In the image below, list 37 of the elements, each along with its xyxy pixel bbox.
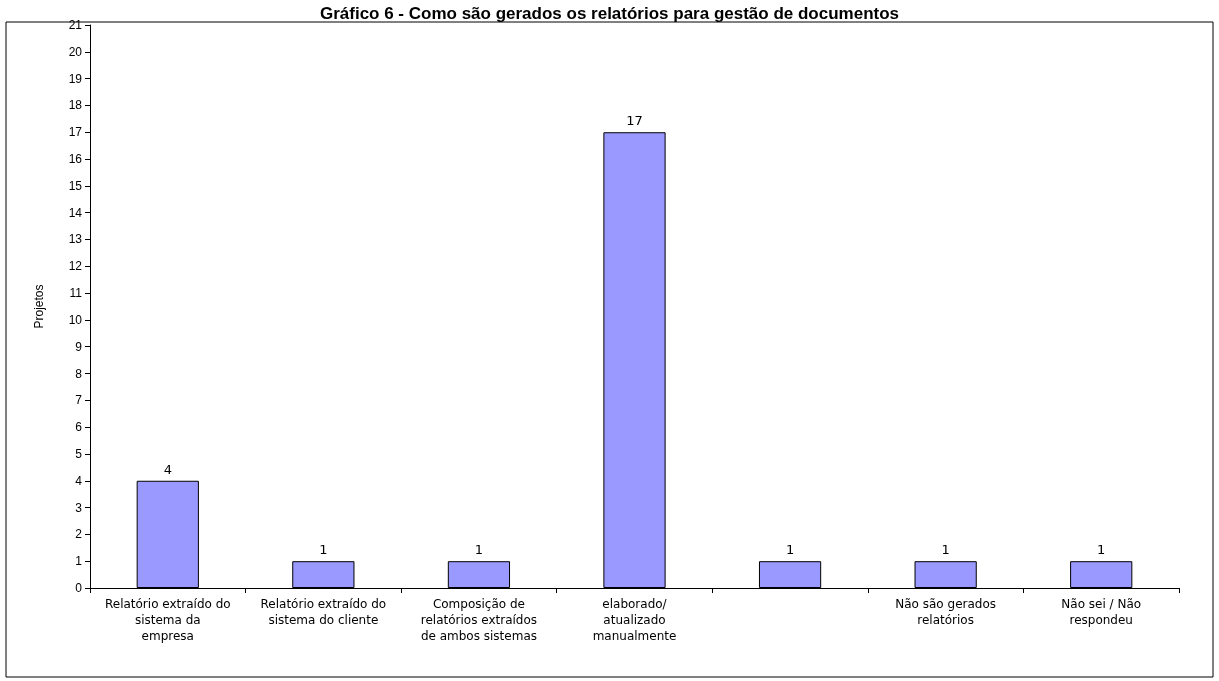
y-tick-label: 4 [75,473,83,488]
y-tick-label: 2 [75,527,83,542]
y-tick-label: 13 [68,232,83,247]
x-tick-label: Relatório extraído do sistema do cliente [260,597,387,627]
y-tick-label: 12 [68,259,83,274]
x-tick-label: Composição de relatórios extraídos de ambos sistemas [420,597,538,643]
y-tick-label: 21 [68,18,83,32]
y-tick-label: 0 [75,581,83,595]
y-tick-label: 5 [75,446,83,461]
y-tick-label: 14 [68,205,83,220]
x-tick-label: Não sei / Não respondeu [1061,597,1142,627]
y-tick-label: 15 [68,178,83,193]
y-tick-label: 17 [68,125,83,140]
y-tick-label: 3 [75,500,83,515]
data-label: 1 [941,542,950,558]
y-tick-label: 8 [75,366,83,381]
y-tick-label: 7 [75,393,83,408]
y-tick-label: 20 [68,44,83,59]
y-tick-label: 18 [68,98,83,113]
y-tick-label: 16 [68,152,83,167]
y-tick-label: 6 [75,420,83,435]
y-tick-label: 10 [68,312,83,327]
x-tick-label: elaborado/ atualizado manualmente [592,597,677,643]
y-tick-label: 19 [68,71,83,86]
y-tick-label: 11 [69,286,83,301]
y-tick-label: 1 [75,554,83,569]
data-label: 17 [626,113,643,129]
y-axis-title: Projetos [32,284,46,329]
x-tick-label: Não são gerados relatórios [895,597,997,627]
y-tick-label: 9 [75,339,83,354]
data-label: 1 [785,542,795,558]
x-tick-label: Relatório extraído do sistema da empresa [104,597,231,643]
chart-title: Gráfico 6 - Como são gerados os relatórios para gestão de documentos [319,4,900,23]
data-label: 1 [474,542,484,558]
data-label: 4 [163,461,172,477]
data-label: 1 [319,542,328,558]
data-label: 1 [1097,542,1106,558]
